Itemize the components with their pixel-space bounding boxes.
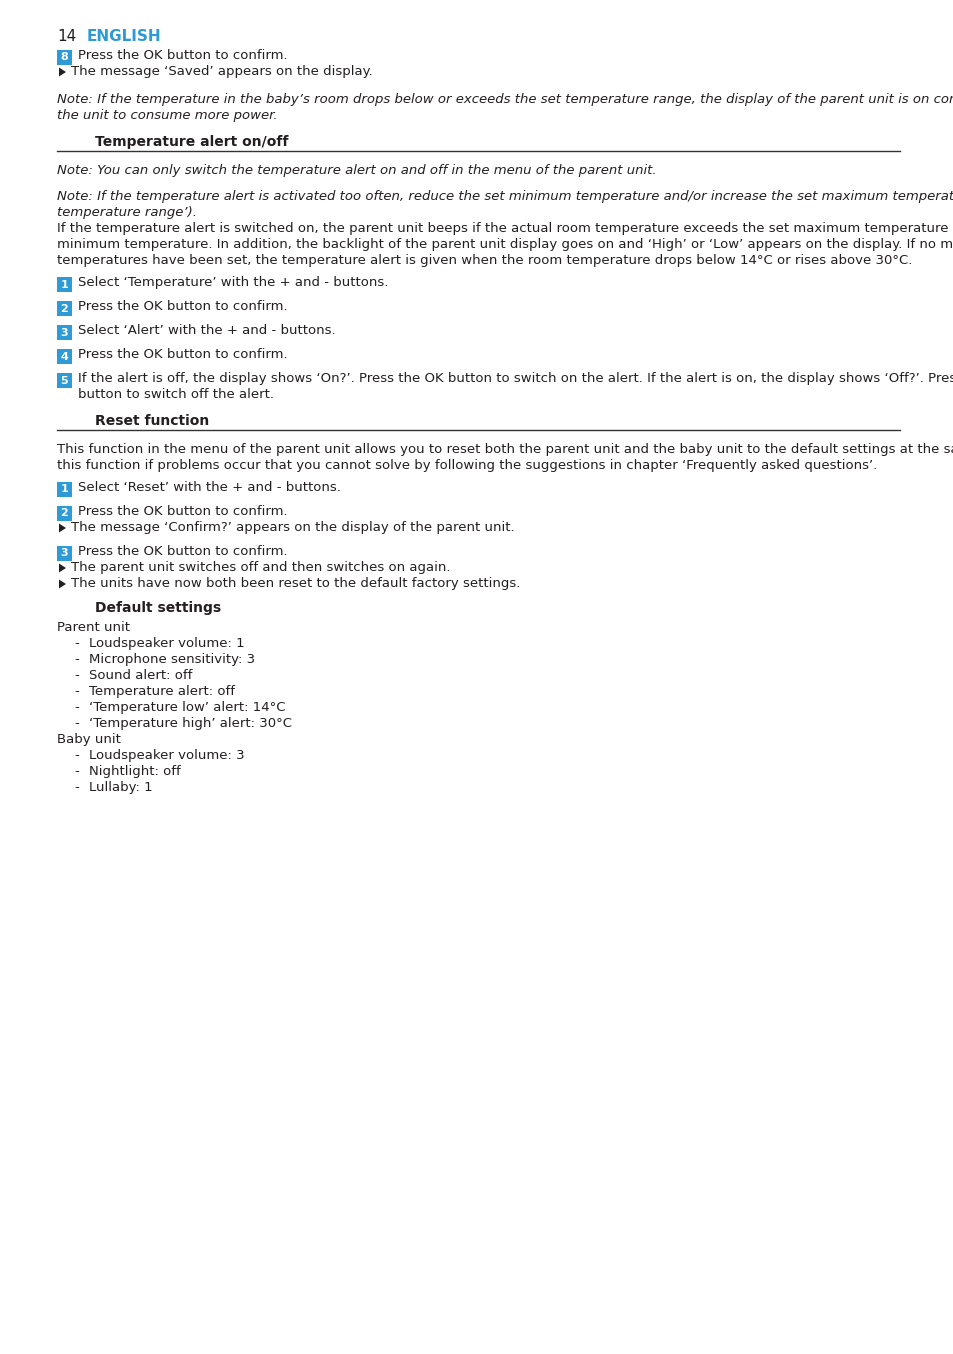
- Text: Reset function: Reset function: [95, 414, 209, 428]
- Text: Temperature alert on/off: Temperature alert on/off: [95, 135, 288, 149]
- Text: temperatures have been set, the temperature alert is given when the room tempera: temperatures have been set, the temperat…: [57, 255, 911, 267]
- Text: Press the OK button to confirm.: Press the OK button to confirm.: [78, 49, 287, 62]
- FancyBboxPatch shape: [57, 372, 71, 389]
- Text: minimum temperature. In addition, the backlight of the parent unit display goes : minimum temperature. In addition, the ba…: [57, 238, 953, 250]
- Text: 4: 4: [60, 352, 69, 362]
- Text: Lullaby: 1: Lullaby: 1: [89, 781, 152, 793]
- Text: Parent unit: Parent unit: [57, 621, 130, 634]
- Text: 1: 1: [61, 279, 69, 290]
- Text: -: -: [74, 765, 79, 779]
- FancyBboxPatch shape: [57, 278, 71, 292]
- Text: ‘Temperature low’ alert: 14°C: ‘Temperature low’ alert: 14°C: [89, 701, 285, 714]
- Text: Press the OK button to confirm.: Press the OK button to confirm.: [78, 505, 287, 519]
- Text: Note: You can only switch the temperature alert on and off in the menu of the pa: Note: You can only switch the temperatur…: [57, 164, 656, 177]
- Text: ‘Temperature high’ alert: 30°C: ‘Temperature high’ alert: 30°C: [89, 718, 292, 730]
- Text: -: -: [74, 718, 79, 730]
- Text: -: -: [74, 685, 79, 699]
- Text: -: -: [74, 636, 79, 650]
- Text: 3: 3: [61, 548, 69, 558]
- Text: this function if problems occur that you cannot solve by following the suggestio: this function if problems occur that you…: [57, 459, 877, 473]
- Text: Note: If the temperature in the baby’s room drops below or exceeds the set tempe: Note: If the temperature in the baby’s r…: [57, 93, 953, 106]
- Text: Press the OK button to confirm.: Press the OK button to confirm.: [78, 348, 287, 362]
- Text: Select ‘Temperature’ with the + and - buttons.: Select ‘Temperature’ with the + and - bu…: [78, 276, 388, 288]
- Text: The message ‘Confirm?’ appears on the display of the parent unit.: The message ‘Confirm?’ appears on the di…: [71, 521, 514, 533]
- Text: The message ‘Saved’ appears on the display.: The message ‘Saved’ appears on the displ…: [71, 65, 373, 79]
- Text: -: -: [74, 701, 79, 714]
- Text: Press the OK button to confirm.: Press the OK button to confirm.: [78, 301, 287, 313]
- Text: Select ‘Reset’ with the + and - buttons.: Select ‘Reset’ with the + and - buttons.: [78, 481, 340, 494]
- Polygon shape: [59, 68, 66, 76]
- Text: Default settings: Default settings: [95, 601, 221, 615]
- Text: temperature range’).: temperature range’).: [57, 206, 196, 219]
- Text: The parent unit switches off and then switches on again.: The parent unit switches off and then sw…: [71, 561, 450, 574]
- Text: Loudspeaker volume: 3: Loudspeaker volume: 3: [89, 749, 244, 762]
- FancyBboxPatch shape: [57, 506, 71, 521]
- Text: Microphone sensitivity: 3: Microphone sensitivity: 3: [89, 653, 254, 666]
- Polygon shape: [59, 524, 66, 532]
- Text: 1: 1: [61, 485, 69, 494]
- Text: Select ‘Alert’ with the + and - buttons.: Select ‘Alert’ with the + and - buttons.: [78, 324, 335, 337]
- Text: 14: 14: [57, 28, 76, 43]
- Text: If the alert is off, the display shows ‘On?’. Press the OK button to switch on t: If the alert is off, the display shows ‘…: [78, 372, 953, 385]
- Text: Baby unit: Baby unit: [57, 733, 121, 746]
- Text: 3: 3: [61, 328, 69, 337]
- Text: Sound alert: off: Sound alert: off: [89, 669, 193, 682]
- Text: Nightlight: off: Nightlight: off: [89, 765, 180, 779]
- FancyBboxPatch shape: [57, 50, 71, 65]
- Polygon shape: [59, 563, 66, 573]
- Text: Press the OK button to confirm.: Press the OK button to confirm.: [78, 546, 287, 558]
- Text: 8: 8: [61, 53, 69, 62]
- Text: Temperature alert: off: Temperature alert: off: [89, 685, 234, 699]
- Polygon shape: [59, 580, 66, 589]
- Text: -: -: [74, 653, 79, 666]
- FancyBboxPatch shape: [57, 301, 71, 315]
- Text: -: -: [74, 749, 79, 762]
- Text: If the temperature alert is switched on, the parent unit beeps if the actual roo: If the temperature alert is switched on,…: [57, 222, 953, 236]
- Text: 2: 2: [61, 509, 69, 519]
- Text: Loudspeaker volume: 1: Loudspeaker volume: 1: [89, 636, 244, 650]
- Text: The units have now both been reset to the default factory settings.: The units have now both been reset to th…: [71, 577, 519, 590]
- Text: -: -: [74, 669, 79, 682]
- Text: 5: 5: [61, 375, 69, 386]
- Text: the unit to consume more power.: the unit to consume more power.: [57, 110, 277, 122]
- Text: -: -: [74, 781, 79, 793]
- Text: 2: 2: [61, 303, 69, 314]
- FancyBboxPatch shape: [57, 546, 71, 561]
- FancyBboxPatch shape: [57, 349, 71, 364]
- FancyBboxPatch shape: [57, 482, 71, 497]
- Text: button to switch off the alert.: button to switch off the alert.: [78, 389, 274, 401]
- Text: ENGLISH: ENGLISH: [87, 28, 161, 43]
- FancyBboxPatch shape: [57, 325, 71, 340]
- Text: This function in the menu of the parent unit allows you to reset both the parent: This function in the menu of the parent …: [57, 443, 953, 456]
- Text: Note: If the temperature alert is activated too often, reduce the set minimum te: Note: If the temperature alert is activa…: [57, 190, 953, 203]
